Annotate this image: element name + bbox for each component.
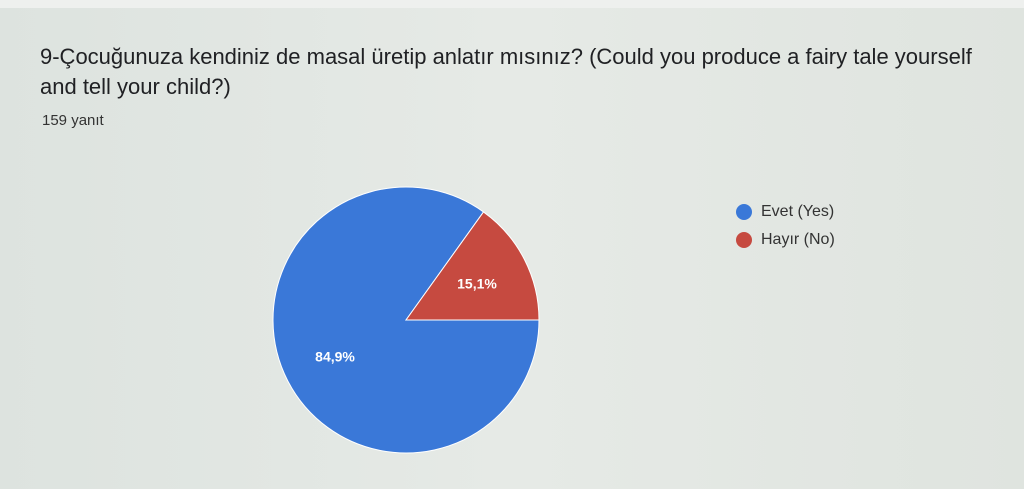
response-count: 159 yanıt [42, 112, 104, 129]
pie-slice-1[interactable] [405, 211, 540, 321]
legend-label-no: Hayır (No) [761, 231, 835, 248]
slice-label-0: 84,9% [315, 348, 355, 364]
legend-item-yes[interactable]: Evet (Yes) [736, 198, 835, 226]
legend: Evet (Yes) Hayır (No) [736, 198, 835, 254]
legend-dot-yes [736, 204, 752, 220]
legend-label-yes: Evet (Yes) [761, 203, 835, 220]
legend-dot-no [736, 232, 752, 248]
top-bar [0, 0, 1024, 10]
legend-item-no[interactable]: Hayır (No) [736, 226, 835, 254]
slice-label-1: 15,1% [457, 276, 497, 292]
question-title: 9-Çocuğunuza kendiniz de masal üretip an… [40, 44, 972, 99]
